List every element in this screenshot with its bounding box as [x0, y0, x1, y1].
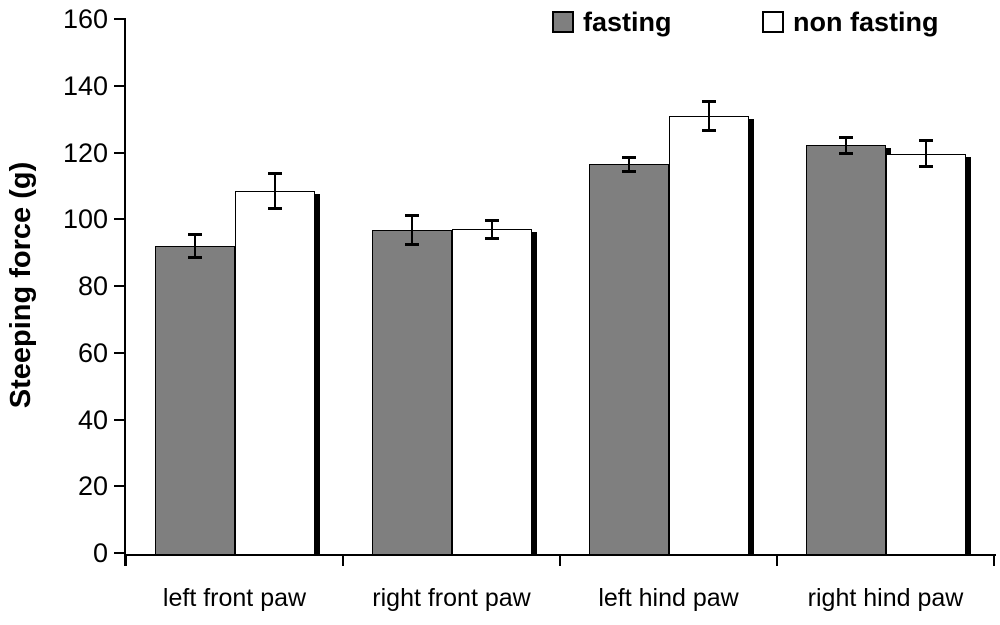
legend-swatch-non-fasting	[762, 11, 784, 33]
error-bar-non-fasting-left-hind-paw	[707, 101, 710, 132]
error-bar-fasting-right-front-paw-top-cap	[404, 213, 419, 217]
bar-fasting-left-front-paw	[154, 245, 235, 555]
x-axis-label-right-front-paw: right front paw	[372, 584, 531, 612]
error-bar-non-fasting-right-front-paw-bottom-cap	[484, 236, 499, 240]
legend-label-non-fasting: non fasting	[793, 7, 939, 37]
bar-fasting-left-hind-paw	[588, 164, 669, 555]
error-bar-fasting-right-hind-paw-top-cap	[838, 135, 853, 139]
error-bar-fasting-left-front-paw-bottom-cap	[187, 255, 202, 259]
legend-swatch-fasting	[552, 11, 574, 33]
error-bar-non-fasting-right-front-paw-top-cap	[484, 218, 499, 222]
error-bar-non-fasting-right-hind-paw-top-cap	[918, 138, 933, 142]
error-bar-non-fasting-right-front-paw	[490, 219, 493, 239]
bar-non-fasting-right-hind-paw	[885, 153, 966, 555]
plot-area	[154, 100, 966, 555]
error-bar-fasting-left-hind-paw-top-cap	[621, 155, 636, 159]
error-bar-fasting-right-hind-paw	[844, 136, 847, 154]
error-bar-fasting-right-front-paw-bottom-cap	[404, 243, 419, 247]
error-bar-non-fasting-right-hind-paw-bottom-cap	[918, 165, 933, 169]
error-bar-non-fasting-left-front-paw-bottom-cap	[267, 206, 282, 210]
bar-non-fasting-left-hind-paw	[668, 116, 749, 555]
x-axis-label-left-front-paw: left front paw	[162, 584, 307, 612]
error-bar-fasting-left-hind-paw	[627, 156, 630, 172]
error-bar-fasting-left-front-paw	[193, 234, 196, 258]
error-bar-fasting-right-front-paw	[410, 214, 413, 246]
legend-item-fasting: fasting	[552, 7, 672, 37]
error-bar-fasting-right-hind-paw-bottom-cap	[838, 151, 853, 155]
legend-item-non-fasting: non fasting	[762, 7, 938, 37]
error-bar-non-fasting-left-front-paw-top-cap	[267, 172, 282, 176]
error-bar-fasting-left-hind-paw-bottom-cap	[621, 169, 636, 173]
bar-fasting-right-front-paw	[371, 229, 452, 555]
bar-non-fasting-right-front-paw	[451, 229, 532, 555]
x-axis-label-left-hind-paw: left hind paw	[598, 584, 739, 612]
bar-non-fasting-left-front-paw	[234, 190, 315, 555]
error-bar-non-fasting-left-hind-paw-bottom-cap	[701, 129, 716, 133]
error-bar-non-fasting-right-hind-paw	[924, 139, 927, 168]
error-bar-fasting-left-front-paw-top-cap	[187, 233, 202, 237]
error-bar-non-fasting-left-hind-paw-top-cap	[701, 100, 716, 104]
error-bar-non-fasting-left-front-paw	[273, 173, 276, 209]
legend-label-fasting: fasting	[583, 7, 672, 37]
x-axis-label-right-hind-paw: right hind paw	[807, 584, 964, 612]
bar-fasting-right-hind-paw	[805, 145, 886, 555]
